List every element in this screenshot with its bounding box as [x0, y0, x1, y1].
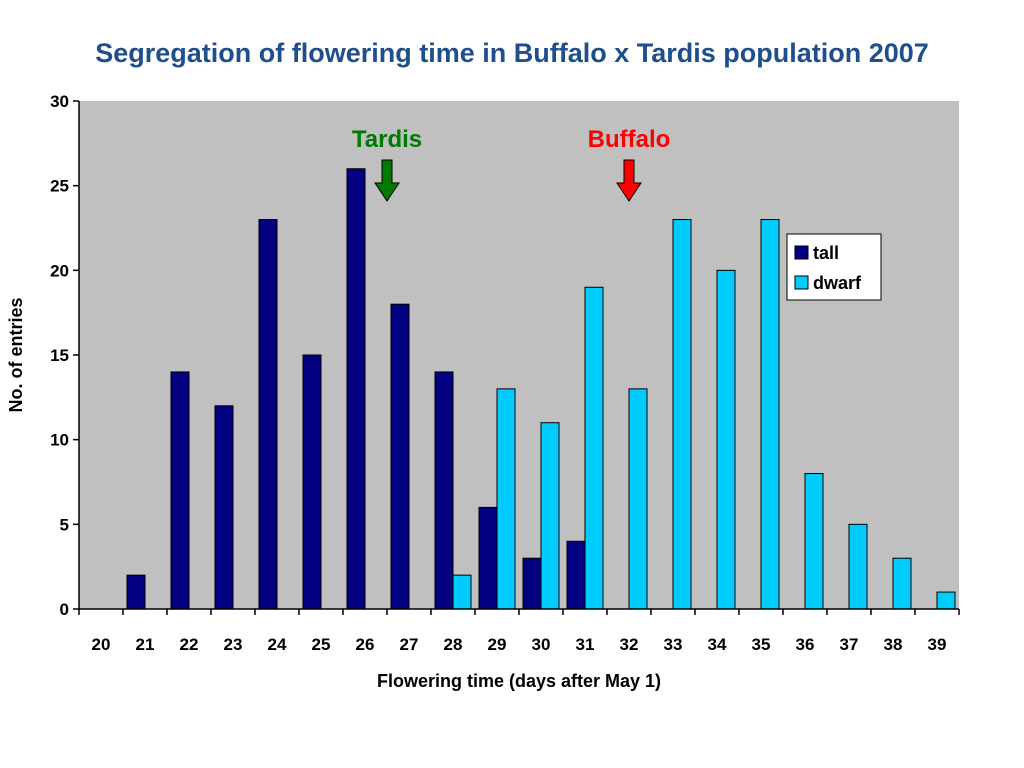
legend-swatch-tall — [794, 245, 809, 260]
y-tick-label: 10 — [50, 431, 69, 450]
legend-label-dwarf: dwarf — [813, 273, 862, 293]
x-tick-label: 31 — [576, 635, 595, 654]
bar-dwarf-37 — [848, 523, 868, 610]
bar-dwarf-36 — [804, 473, 824, 610]
x-tick-label: 21 — [136, 635, 155, 654]
annotation-label-tardis: Tardis — [352, 126, 422, 153]
bar-dwarf-31 — [584, 286, 604, 610]
annotations-group: Tardis Buffalo — [352, 126, 671, 202]
bar-dwarf-29 — [496, 388, 516, 610]
bar-tall-24 — [258, 219, 278, 610]
legend-swatch-dwarf — [794, 275, 809, 290]
x-tick-label: 22 — [180, 635, 199, 654]
bar-tall-26 — [346, 168, 366, 610]
y-tick-label: 25 — [50, 177, 69, 196]
x-tick-label: 32 — [620, 635, 639, 654]
bar-tall-31 — [566, 540, 586, 610]
bar-dwarf-38 — [892, 557, 912, 610]
bar-dwarf-34 — [716, 269, 736, 610]
bar-tall-27 — [390, 303, 410, 610]
bar-tall-25 — [302, 354, 322, 610]
x-tick-label: 23 — [224, 635, 243, 654]
y-axis-title: No. of entries — [6, 297, 26, 412]
x-axis-title: Flowering time (days after May 1) — [377, 671, 661, 691]
x-tick-label: 39 — [928, 635, 947, 654]
y-tick-label: 0 — [60, 600, 69, 619]
bar-dwarf-33 — [672, 219, 692, 610]
bar-tall-30 — [522, 557, 542, 610]
x-tick-label: 27 — [400, 635, 419, 654]
bar-tall-22 — [170, 371, 190, 610]
annotation-arrow-buffalo — [616, 159, 642, 202]
x-tick-label: 37 — [840, 635, 859, 654]
bar-dwarf-32 — [628, 388, 648, 610]
x-tick-label: 20 — [92, 635, 111, 654]
y-tick-label: 30 — [50, 92, 69, 111]
bar-dwarf-39 — [936, 591, 956, 610]
axes-group: 0 5 10 15 20 25 30 20 21 22 23 24 25 26 27 28 29 30 31 32 33… — [50, 92, 960, 654]
legend-label-tall: tall — [813, 243, 839, 263]
x-tick-label: 29 — [488, 635, 507, 654]
bar-dwarf-28 — [452, 574, 472, 610]
bar-dwarf-30 — [540, 422, 560, 610]
legend: tall dwarf — [786, 233, 882, 301]
plot-area — [79, 101, 959, 609]
annotation-arrow-tardis — [374, 159, 400, 202]
annotation-label-buffalo: Buffalo — [588, 126, 671, 153]
x-tick-label: 38 — [884, 635, 903, 654]
y-tick-label: 20 — [50, 261, 69, 280]
x-tick-label: 35 — [752, 635, 771, 654]
bar-tall-28 — [434, 371, 454, 610]
x-tick-label: 33 — [664, 635, 683, 654]
chart-title: Segregation of flowering time in Buffalo… — [95, 38, 929, 68]
y-tick-label: 15 — [50, 346, 69, 365]
bar-tall-21 — [126, 574, 146, 610]
bar-tall-23 — [214, 405, 234, 610]
bar-tall-29 — [478, 506, 498, 610]
y-tick-label: 5 — [60, 515, 69, 534]
x-tick-label: 28 — [444, 635, 463, 654]
x-tick-label: 34 — [708, 635, 727, 654]
x-tick-label: 30 — [532, 635, 551, 654]
x-tick-label: 36 — [796, 635, 815, 654]
bars-group — [126, 168, 956, 610]
x-tick-label: 26 — [356, 635, 375, 654]
x-tick-label: 24 — [268, 635, 287, 654]
bar-dwarf-35 — [760, 219, 780, 610]
x-tick-label: 25 — [312, 635, 331, 654]
